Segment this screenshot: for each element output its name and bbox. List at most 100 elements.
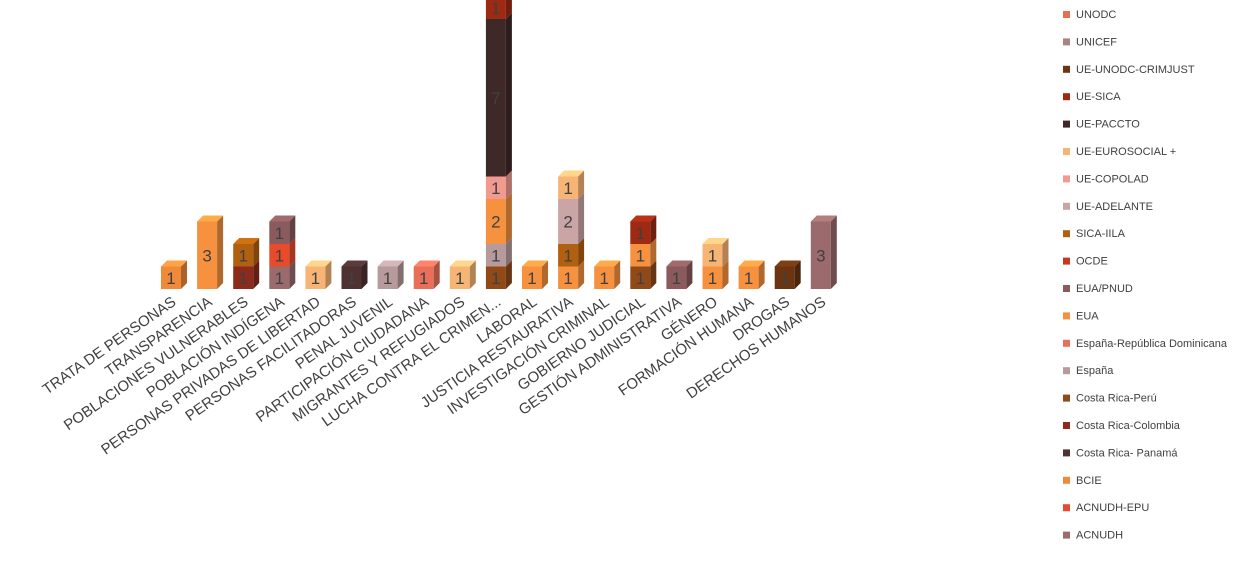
legend-swatch (1063, 504, 1070, 512)
legend-label: UE-SICA (1076, 91, 1121, 103)
bar-segment-genero-eua (702, 260, 729, 289)
bar-segment-gobierno-judicial-eua (630, 238, 657, 267)
data-label-gobierno-judicial-eua: 1 (636, 246, 645, 265)
legend-item-ue-eurosocial: UE-EUROSOCIAL + (1063, 146, 1176, 158)
data-label-lucha-contra-el-crimen-ue-paccto: 7 (491, 89, 500, 108)
legend-label: UNICEF (1076, 36, 1117, 48)
bar-segment-personas-facilitadoras-costa-rica-panama (341, 260, 368, 289)
legend-label: SICA-IILA (1076, 228, 1126, 240)
legend-label: UE-EUROSOCIAL + (1076, 146, 1176, 158)
legend-item-costa-rica-colombia: Costa Rica-Colombia (1063, 420, 1181, 432)
legend-item-eua-pnud: EUA/PNUD (1063, 283, 1133, 295)
bar-segment-gobierno-judicial-ue-sica (630, 215, 657, 244)
bar-segment-poblacion-indigena-eua-pnud (269, 215, 296, 244)
data-label-genero-ue-eurosocial: 1 (708, 246, 717, 265)
legend-swatch (1063, 65, 1070, 73)
legend-label: ACNUDH-EPU (1076, 502, 1149, 514)
legend-label: OCDE (1076, 256, 1108, 268)
legend-swatch (1063, 257, 1070, 265)
legend-swatch (1063, 11, 1070, 18)
bar-segment-poblacion-indigena-acnudh-epu (269, 238, 296, 267)
legend-item-ue-copolad: UE-COPOLAD (1063, 173, 1149, 185)
data-label-gestion-administrativa-eua-pnud: 1 (672, 269, 681, 288)
legend-label: Costa Rica-Perú (1076, 393, 1157, 405)
bar-segment-investigacion-criminal-eua (594, 260, 621, 289)
bar-segment-formacion-humana-eua (738, 260, 765, 289)
data-label-poblaciones-vulnerables-sica-iila: 1 (238, 246, 247, 265)
bar-segment-justicia-restaurativa-sica-iila (558, 238, 585, 267)
data-label-justicia-restaurativa-ue-eurosocial: 1 (563, 179, 572, 198)
data-label-trata-de-personas-bcie: 1 (166, 269, 175, 288)
legend-swatch (1063, 367, 1070, 375)
legend-label: España (1076, 365, 1114, 377)
legend-swatch (1063, 38, 1070, 46)
bar-segment-justicia-restaurativa-ue-eurosocial (558, 170, 585, 199)
legend-label: BCIE (1076, 475, 1102, 487)
category-labels: TRATA DE PERSONASTRANSPARENCIAPOBLACIONE… (40, 293, 830, 458)
data-label-lucha-contra-el-crimen-costa-rica-peru: 1 (491, 269, 500, 288)
bar-segment-justicia-restaurativa-ue-adelante (558, 193, 585, 244)
legend-swatch (1063, 120, 1070, 128)
bar-segment-derechos-humanos-acnudh (810, 215, 837, 289)
legend-label: Costa Rica-Colombia (1076, 420, 1181, 432)
legend-swatch (1063, 312, 1070, 320)
legend-label: UE-ADELANTE (1076, 201, 1153, 213)
legend-item-unicef: UNICEF (1063, 36, 1117, 48)
data-label-drogas-ue-unodc-crimjust: 1 (780, 269, 789, 288)
legend-swatch (1063, 148, 1070, 155)
bar-segment-drogas-ue-unodc-crimjust (774, 260, 801, 289)
data-label-formacion-humana-eua: 1 (744, 269, 753, 288)
legend-swatch (1063, 230, 1070, 238)
legend-item-sica-iila: SICA-IILA (1063, 228, 1126, 240)
bar-segment-gestion-administrativa-eua-pnud (666, 260, 693, 289)
data-label-personas-facilitadoras-costa-rica-panama: 1 (347, 269, 356, 288)
bar-segment-lucha-contra-el-crimen-costa-rica-peru (485, 260, 512, 289)
legend-swatch (1063, 476, 1070, 484)
legend-label: España-República Dominicana (1076, 338, 1228, 350)
legend-item-unodc: UNODC (1063, 9, 1116, 21)
data-label-poblacion-indigena-acnudh: 1 (275, 269, 284, 288)
legend-item-ue-paccto: UE-PACCTO (1063, 119, 1140, 131)
legend-item-ue-sica: UE-SICA (1063, 91, 1121, 103)
data-label-laboral-eua: 1 (527, 269, 536, 288)
bar-segment-gobierno-judicial-costa-rica-peru (630, 260, 657, 289)
data-label-migrantes-y-refugiados-ue-eurosocial: 1 (455, 269, 464, 288)
legend-item-ue-unodc-crimjust: UE-UNODC-CRIMJUST (1063, 64, 1195, 76)
data-label-lucha-contra-el-crimen-eua: 2 (491, 213, 500, 232)
legend-swatch (1063, 449, 1070, 457)
data-label-justicia-restaurativa-ue-adelante: 2 (563, 213, 572, 232)
data-label-lucha-contra-el-crimen-ue-copolad: 1 (491, 179, 500, 198)
bar-segment-poblacion-indigena-acnudh (269, 260, 296, 289)
bar-segment-lucha-contra-el-crimen-ue-copolad (485, 170, 512, 199)
legend-swatch (1063, 285, 1070, 292)
data-label-transparencia-eua: 3 (202, 246, 211, 265)
data-label-participacion-ciudadana-espana-republica-dominicana: 1 (419, 269, 428, 288)
legend-item-eua: EUA (1063, 310, 1099, 322)
legend-label: UE-UNODC-CRIMJUST (1076, 64, 1195, 76)
bar-segment-lucha-contra-el-crimen-espana (485, 238, 512, 267)
data-label-poblaciones-vulnerables-costa-rica-colombia: 1 (238, 269, 247, 288)
data-label-lucha-contra-el-crimen-espana: 1 (491, 246, 500, 265)
bar-segment-transparencia-eua (197, 215, 224, 289)
legend-item-costa-rica-peru: Costa Rica-Perú (1063, 393, 1157, 405)
data-label-penal-juvenil-espana: 1 (383, 269, 392, 288)
legend: UNODC UNICEF UE-UNODC-CRIMJUST UE-SICA UE-PA… (1063, 9, 1228, 542)
data-label-derechos-humanos-acnudh: 3 (816, 246, 825, 265)
bar-segment-lucha-contra-el-crimen-eua (485, 193, 512, 244)
bar-segment-lucha-contra-el-crimen-ue-sica (485, 0, 512, 19)
legend-label: Costa Rica- Panamá (1076, 447, 1178, 459)
legend-label: EUA (1076, 310, 1099, 322)
data-label-justicia-restaurativa-sica-iila: 1 (563, 246, 572, 265)
legend-swatch (1063, 531, 1070, 539)
legend-label: UE-PACCTO (1076, 119, 1140, 131)
bar-segment-poblaciones-vulnerables-costa-rica-colombia (233, 260, 260, 289)
bar-segment-penal-juvenil-espana (377, 260, 404, 289)
legend-item-espana: España (1063, 365, 1114, 377)
legend-swatch (1063, 394, 1070, 402)
bar-segment-laboral-eua (522, 260, 548, 289)
legend-label: UNODC (1076, 9, 1116, 21)
legend-label: UE-COPOLAD (1076, 173, 1149, 185)
legend-item-ue-adelante: UE-ADELANTE (1063, 201, 1153, 213)
